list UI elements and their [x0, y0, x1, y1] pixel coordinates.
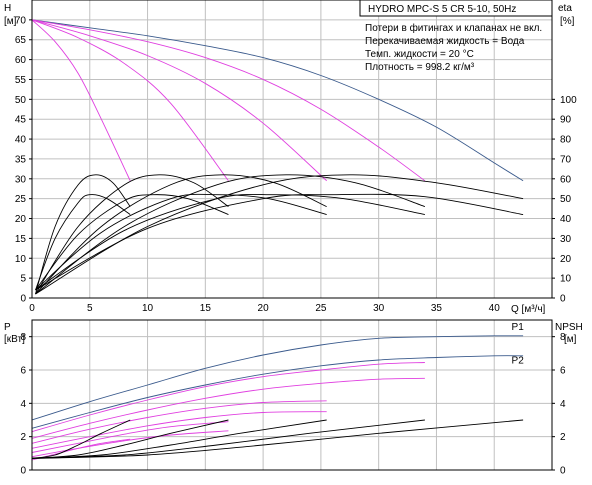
- power-black-curve: [31, 419, 524, 459]
- power-black-curve: [31, 419, 229, 459]
- head-magenta-curve: [31, 19, 229, 182]
- bottom-ylabel-p: P: [4, 322, 11, 333]
- y-tick-label: 2: [20, 432, 26, 443]
- note-line-1: Потери в фитингах и клапанах не вкл.: [365, 22, 542, 34]
- x-tick-label: 25: [315, 303, 327, 314]
- head-magenta-curve: [31, 19, 426, 182]
- curve-label-p1: P1: [512, 322, 525, 333]
- y-tick-label: 70: [15, 15, 27, 26]
- y-tick-label: 45: [15, 115, 27, 126]
- head-black-curve: [35, 193, 327, 291]
- y2-tick-label: 100: [560, 95, 577, 106]
- top-ylabel-h-unit: [м]: [4, 16, 17, 27]
- y-tick-label: 6: [20, 366, 26, 377]
- bottom-y2label-npsh-unit: [м]: [564, 334, 577, 345]
- y2-tick-label: 6: [560, 366, 566, 377]
- y-tick-label: 50: [15, 95, 27, 106]
- power-magenta-curve: [31, 430, 229, 458]
- title-box: [359, 0, 553, 17]
- y-tick-label: 55: [15, 75, 27, 86]
- y2-tick-label: 90: [560, 115, 572, 126]
- head-black-curve: [35, 174, 229, 295]
- curve-label-p2: P2: [512, 355, 525, 366]
- y-tick-label: 15: [15, 234, 27, 245]
- head-black-curve: [35, 194, 131, 291]
- y-tick-label: 65: [15, 35, 27, 46]
- y2-tick-label: 50: [560, 194, 572, 205]
- y2-tick-label: 0: [560, 466, 566, 477]
- top-y2label-eta-unit: [%]: [560, 16, 575, 27]
- y-tick-label: 5: [20, 274, 26, 285]
- y2-tick-label: 20: [560, 254, 572, 265]
- y-tick-label: 40: [15, 135, 27, 146]
- power-black-curve: [31, 419, 327, 459]
- bottom-y2label-npsh: NPSH: [555, 322, 583, 333]
- head-magenta-curve: [31, 19, 327, 182]
- y-tick-label: 4: [20, 399, 26, 410]
- power-blue-curve: [31, 355, 524, 429]
- y-tick-label: 20: [15, 214, 27, 225]
- y2-tick-label: 80: [560, 135, 572, 146]
- x-tick-label: 15: [200, 303, 212, 314]
- x-tick-label: 30: [373, 303, 385, 314]
- y-tick-label: 10: [15, 254, 27, 265]
- x-tick-label: 10: [142, 303, 154, 314]
- y2-tick-label: 60: [560, 174, 572, 185]
- head-black-curve: [35, 174, 426, 295]
- y2-tick-label: 0: [560, 294, 566, 305]
- bottom-ylabel-p-unit: [кВт]: [4, 334, 25, 345]
- y-tick-label: 8: [20, 332, 26, 343]
- y-tick-label: 35: [15, 154, 27, 165]
- y2-tick-label: 40: [560, 214, 572, 225]
- plot-frame: [31, 319, 553, 471]
- y-tick-label: 60: [15, 55, 27, 66]
- head-black-curve: [35, 194, 229, 291]
- head-black-curve: [35, 174, 131, 295]
- y2-tick-label: 4: [560, 399, 566, 410]
- x-tick-label: 0: [29, 303, 35, 314]
- plot-frame: [31, 0, 553, 299]
- head-black-curve: [35, 174, 524, 295]
- top-y2label-eta: eta: [558, 3, 572, 14]
- head-black-curve: [35, 174, 327, 295]
- power-blue-curve: [31, 335, 524, 421]
- head-black-curve: [35, 193, 425, 291]
- note-line-4: Плотность = 998.2 кг/м³: [365, 62, 475, 73]
- power-magenta-curve: [31, 438, 131, 461]
- top-ylabel-h: H: [4, 3, 11, 14]
- x-tick-label: 5: [87, 303, 93, 314]
- x-tick-label: 35: [431, 303, 443, 314]
- y2-tick-label: 30: [560, 234, 572, 245]
- y-tick-label: 0: [20, 466, 26, 477]
- y-tick-label: 30: [15, 174, 27, 185]
- y-tick-label: 25: [15, 194, 27, 205]
- head-blue-curve: [31, 19, 524, 182]
- power-magenta-curve: [31, 377, 425, 439]
- y2-tick-label: 70: [560, 154, 572, 165]
- power-magenta-curve: [31, 362, 425, 433]
- note-line-2: Перекачиваемая жидкость = Вода: [365, 36, 525, 47]
- power-magenta-curve: [31, 421, 229, 453]
- y-tick-label: 0: [20, 294, 26, 305]
- power-magenta-curve: [31, 400, 327, 444]
- power-magenta-curve: [31, 411, 327, 449]
- y2-tick-label: 10: [560, 274, 572, 285]
- x-tick-label: 40: [489, 303, 501, 314]
- head-black-curve: [35, 193, 524, 291]
- note-line-3: Темп. жидкости = 20 °C: [365, 49, 474, 60]
- y2-tick-label: 8: [560, 332, 566, 343]
- power-black-curve: [31, 419, 131, 459]
- y2-tick-label: 2: [560, 432, 566, 443]
- chart-title: HYDRO MPC-S 5 CR 5-10, 50Hz: [368, 4, 516, 15]
- x-tick-label: 20: [258, 303, 270, 314]
- top-xlabel: Q [м³/ч]: [511, 304, 546, 315]
- head-magenta-curve: [31, 19, 131, 181]
